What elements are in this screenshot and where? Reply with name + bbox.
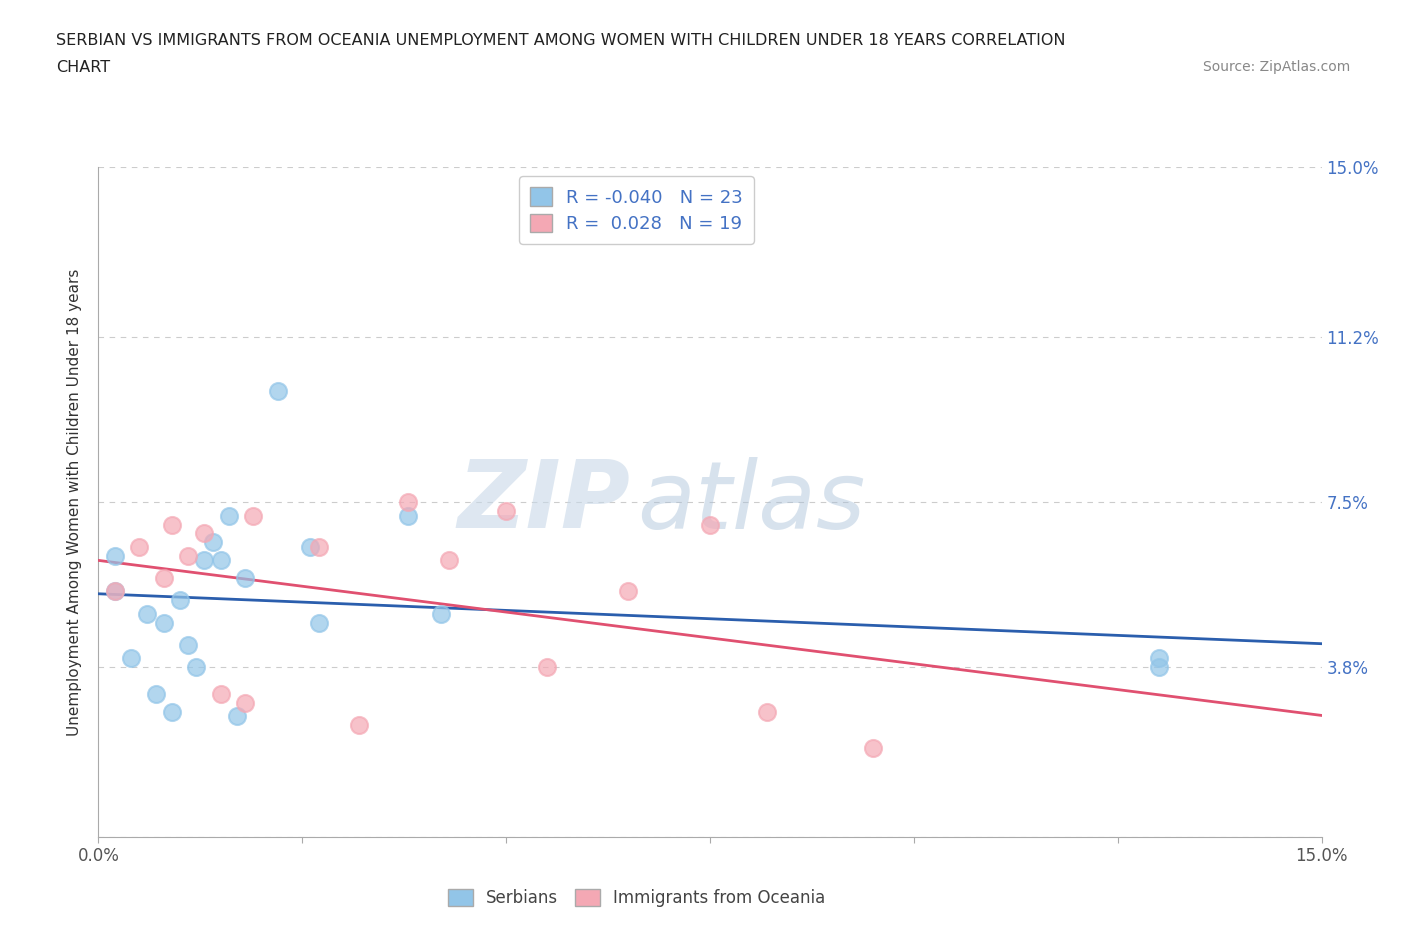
Point [756, 705, 779, 720]
Point [201, 535, 224, 550]
Point [233, 571, 256, 586]
Point [267, 383, 290, 398]
Point [1147, 660, 1170, 675]
Point [308, 539, 330, 554]
Point [349, 718, 371, 733]
Point [152, 571, 174, 586]
Text: ZIP: ZIP [457, 457, 630, 548]
Point [1147, 651, 1170, 666]
Text: CHART: CHART [56, 60, 110, 75]
Point [430, 606, 453, 621]
Point [218, 508, 240, 523]
Point [136, 606, 159, 621]
Point [104, 584, 127, 599]
Point [152, 616, 174, 631]
Text: atlas: atlas [637, 457, 865, 548]
Point [536, 660, 558, 675]
Text: Source: ZipAtlas.com: Source: ZipAtlas.com [1202, 60, 1350, 74]
Point [186, 660, 208, 675]
Point [495, 504, 517, 519]
Point [104, 549, 127, 564]
Point [226, 709, 249, 724]
Point [160, 517, 183, 532]
Point [242, 508, 264, 523]
Point [699, 517, 721, 532]
Point [160, 705, 183, 720]
Point [193, 552, 215, 567]
Point [396, 508, 419, 523]
Point [193, 526, 215, 541]
Point [128, 539, 150, 554]
Point [308, 616, 330, 631]
Point [299, 539, 322, 554]
Point [209, 686, 232, 701]
Point [233, 696, 256, 711]
Point [145, 686, 167, 701]
Text: SERBIAN VS IMMIGRANTS FROM OCEANIA UNEMPLOYMENT AMONG WOMEN WITH CHILDREN UNDER : SERBIAN VS IMMIGRANTS FROM OCEANIA UNEMP… [56, 33, 1066, 47]
Point [169, 593, 191, 608]
Point [209, 552, 232, 567]
Point [177, 638, 200, 653]
Legend: Serbians, Immigrants from Oceania: Serbians, Immigrants from Oceania [440, 881, 834, 916]
Point [120, 651, 142, 666]
Point [104, 584, 127, 599]
Point [396, 495, 419, 510]
Point [617, 584, 640, 599]
Point [862, 740, 884, 755]
Point [437, 552, 460, 567]
Point [177, 549, 200, 564]
Y-axis label: Unemployment Among Women with Children Under 18 years: Unemployment Among Women with Children U… [67, 269, 83, 736]
